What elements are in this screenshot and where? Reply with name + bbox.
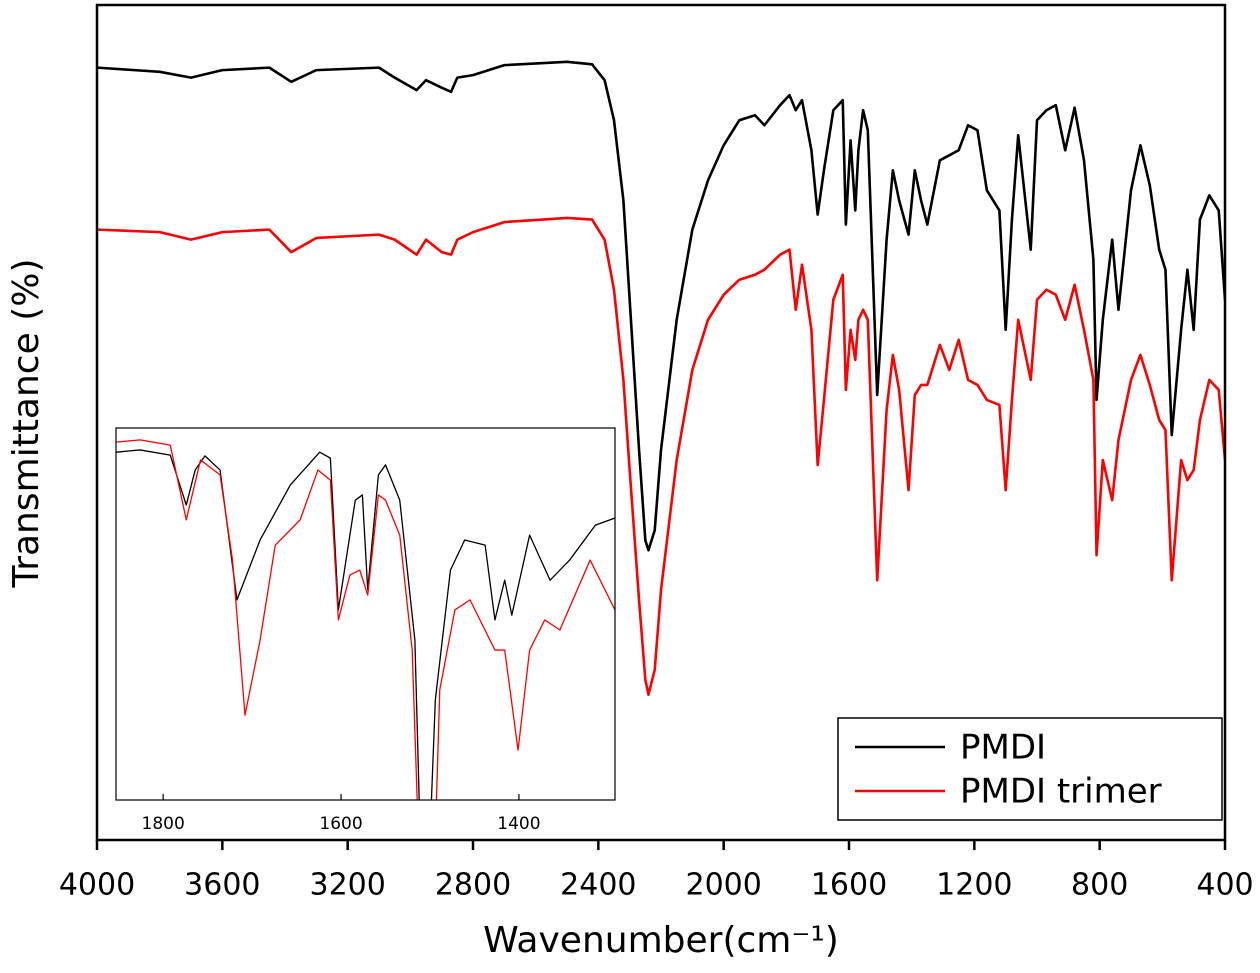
x-tick-label: 1800 <box>142 814 185 834</box>
series-line <box>97 60 1225 552</box>
x-tick-label: 4000 <box>59 868 135 903</box>
x-tick-label: 1400 <box>497 814 540 834</box>
x-tick-label: 2000 <box>685 868 761 903</box>
x-tick-label: 1600 <box>811 868 887 903</box>
y-axis-label: Transmittance (%) <box>6 259 47 589</box>
x-tick-label: 1600 <box>319 814 362 834</box>
x-tick-label: 2400 <box>560 868 636 903</box>
x-tick-label: 1200 <box>936 868 1012 903</box>
x-tick-label: 3600 <box>184 868 260 903</box>
legend-label: PMDI <box>960 728 1046 768</box>
legend-label: PMDI trimer <box>960 772 1162 812</box>
x-tick-label: 3200 <box>309 868 385 903</box>
series-line <box>116 439 615 800</box>
series-line <box>116 449 615 800</box>
plot-frame <box>95 3 1227 842</box>
plot-frame <box>115 427 616 801</box>
series-line <box>97 216 1225 697</box>
x-tick-label: 800 <box>1071 868 1128 903</box>
x-tick-label: 2800 <box>435 868 511 903</box>
inset-plot: 1800 1600 1400 <box>115 427 616 834</box>
plot-background <box>116 428 615 800</box>
x-axis-label: Wavenumber(cm⁻¹) <box>483 920 839 961</box>
x-tick-label: 400 <box>1196 868 1253 903</box>
legend-box <box>837 717 1223 821</box>
